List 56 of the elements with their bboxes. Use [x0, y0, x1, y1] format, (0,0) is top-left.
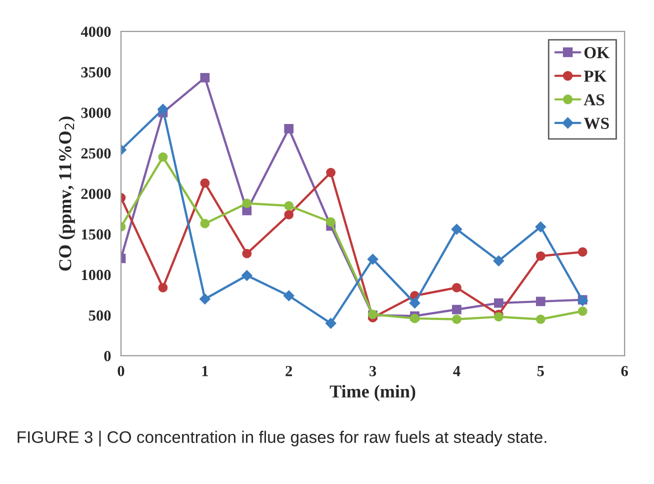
y-tick-label: 2500	[81, 148, 111, 159]
point	[199, 294, 210, 304]
legend-label: PK	[584, 70, 607, 82]
y-tick-label: 3500	[81, 67, 111, 78]
caption: FIGURE 3 | CO concentration in flue gases for raw fuels at steady state.	[18, 430, 546, 446]
point	[241, 270, 252, 281]
point	[158, 152, 168, 162]
point	[200, 72, 210, 82]
point	[578, 306, 588, 316]
x-tick-label: 1	[202, 366, 208, 376]
point	[452, 304, 462, 314]
y-tick-label: 500	[88, 310, 111, 321]
y-tick-label: 1500	[82, 229, 111, 240]
point	[200, 178, 210, 188]
x-tick-label: 6	[621, 366, 628, 376]
x-tick-label: 2	[286, 366, 292, 376]
y-tick-label: 4000	[80, 26, 111, 37]
y-tick-label: 2000	[81, 188, 111, 200]
point	[452, 314, 462, 324]
point	[367, 254, 378, 265]
point	[200, 218, 210, 228]
point	[326, 168, 336, 178]
point	[536, 296, 546, 306]
y-tick-label: 0	[104, 350, 111, 362]
x-tick-label: 4	[453, 366, 460, 376]
point	[326, 217, 336, 227]
y-tick-label: 3000	[81, 108, 111, 118]
x-axis-title: Time (min)	[330, 384, 416, 402]
legend-label: OK	[584, 47, 610, 58]
point	[242, 198, 252, 208]
point	[494, 298, 504, 308]
point	[242, 248, 252, 258]
point	[536, 251, 546, 261]
point	[494, 312, 504, 322]
point	[284, 124, 294, 134]
y-tick-label: 1000	[82, 270, 111, 280]
point	[409, 298, 420, 308]
point	[536, 314, 546, 324]
point	[158, 282, 168, 292]
point	[410, 314, 420, 324]
point	[283, 290, 294, 302]
legend-label: AS	[584, 94, 604, 106]
point	[284, 210, 294, 220]
point	[158, 104, 168, 115]
x-tick-label: 3	[370, 366, 376, 376]
x-tick-label: 0	[118, 366, 124, 376]
point	[535, 221, 546, 232]
x-tick-label: 5	[537, 366, 544, 376]
y-axis-title: CO (ppmv, 11%O$_{2}$)	[58, 116, 75, 271]
point	[578, 247, 588, 257]
legend-label: WS	[584, 118, 609, 130]
point	[284, 201, 294, 210]
point	[452, 282, 462, 292]
point	[451, 224, 462, 235]
point	[325, 318, 336, 329]
point	[493, 255, 504, 266]
